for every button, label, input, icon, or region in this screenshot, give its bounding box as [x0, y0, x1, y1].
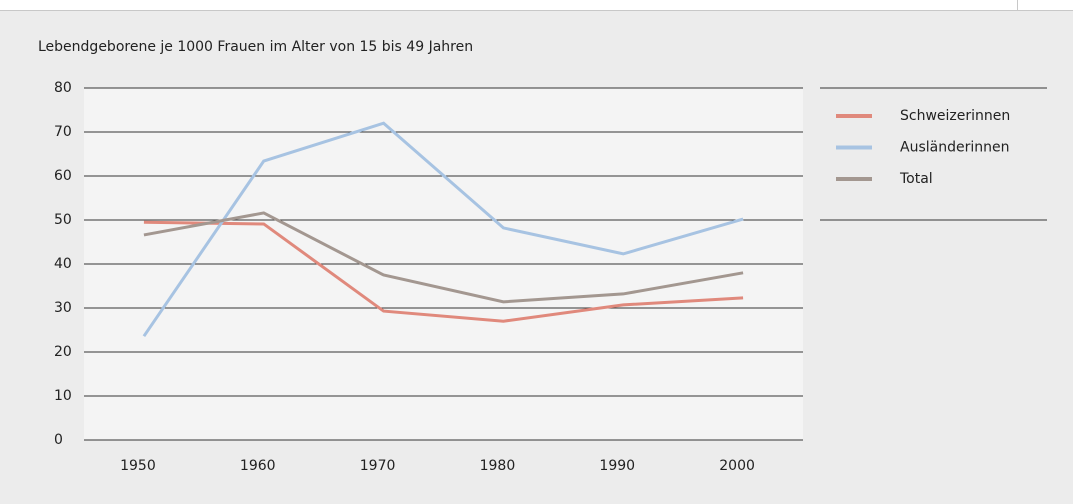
series-line [143, 211, 744, 304]
y-tick-label: 10 [54, 388, 72, 404]
y-tick-label: 30 [54, 300, 72, 316]
y-tick-label: 40 [54, 256, 72, 272]
x-tick-label: 1980 [480, 458, 516, 474]
x-tick-label: 1950 [120, 458, 156, 474]
x-tick-label: 1960 [240, 458, 276, 474]
x-tick-label: 2000 [719, 458, 755, 474]
chart-subtitle: Lebendgeborene je 1000 Frauen im Alter v… [38, 39, 473, 55]
x-tick-label: 1990 [599, 458, 635, 474]
y-tick-label: 0 [54, 432, 63, 448]
y-tick-label: 80 [54, 80, 72, 96]
legend-label: Total [899, 171, 933, 187]
series-line [142, 121, 744, 338]
series-line [143, 220, 744, 323]
top-band [0, 0, 1073, 10]
y-tick-label: 20 [54, 344, 72, 360]
y-tick-label: 50 [54, 212, 72, 228]
legend-label: Ausländerinnen [900, 140, 1009, 156]
x-tick-label: 1970 [360, 458, 396, 474]
y-tick-label: 60 [54, 168, 72, 184]
y-tick-label: 70 [54, 124, 72, 140]
legend-label: Schweizerinnen [900, 108, 1010, 124]
